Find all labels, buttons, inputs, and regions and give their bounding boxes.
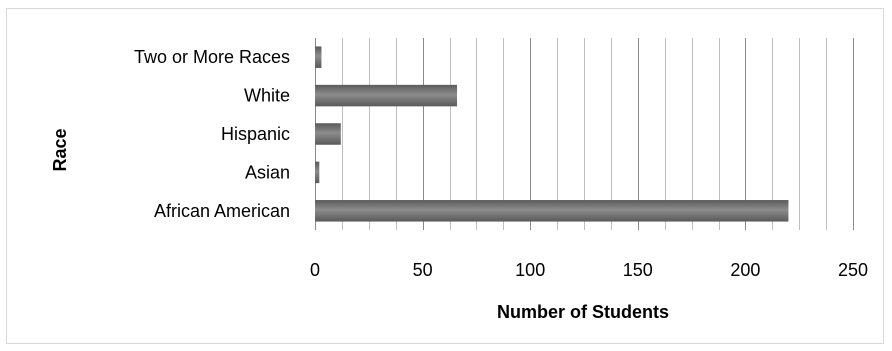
- x-tick-label-50: 50: [413, 260, 433, 280]
- chart-frame: [6, 8, 884, 344]
- bar-hispanic: [315, 123, 341, 145]
- bar-african-american: [315, 200, 789, 222]
- x-tick-label-150: 150: [623, 260, 653, 280]
- bar-white: [315, 84, 458, 107]
- category-label-hispanic: Hispanic: [221, 124, 290, 144]
- bar-two-or-more-races: [315, 46, 322, 68]
- category-label-white: White: [244, 86, 290, 106]
- x-tick-label-100: 100: [515, 260, 545, 280]
- x-tick-labels: 0 50 100 150 200 250: [310, 260, 868, 280]
- y-axis-title: Race: [50, 128, 70, 171]
- bar-asian: [315, 161, 320, 184]
- category-label-two-or-more-races: Two or More Races: [134, 47, 290, 67]
- grid-lines: [315, 38, 854, 230]
- x-tick-label-0: 0: [310, 260, 320, 280]
- x-tick-label-250: 250: [838, 260, 868, 280]
- x-axis-title: Number of Students: [497, 302, 669, 322]
- category-label-asian: Asian: [245, 162, 290, 182]
- x-tick-label-200: 200: [730, 260, 760, 280]
- category-label-african-american: African American: [154, 201, 290, 221]
- bars: [315, 46, 789, 222]
- category-labels: African American Asian Hispanic White Two or…: [134, 47, 290, 221]
